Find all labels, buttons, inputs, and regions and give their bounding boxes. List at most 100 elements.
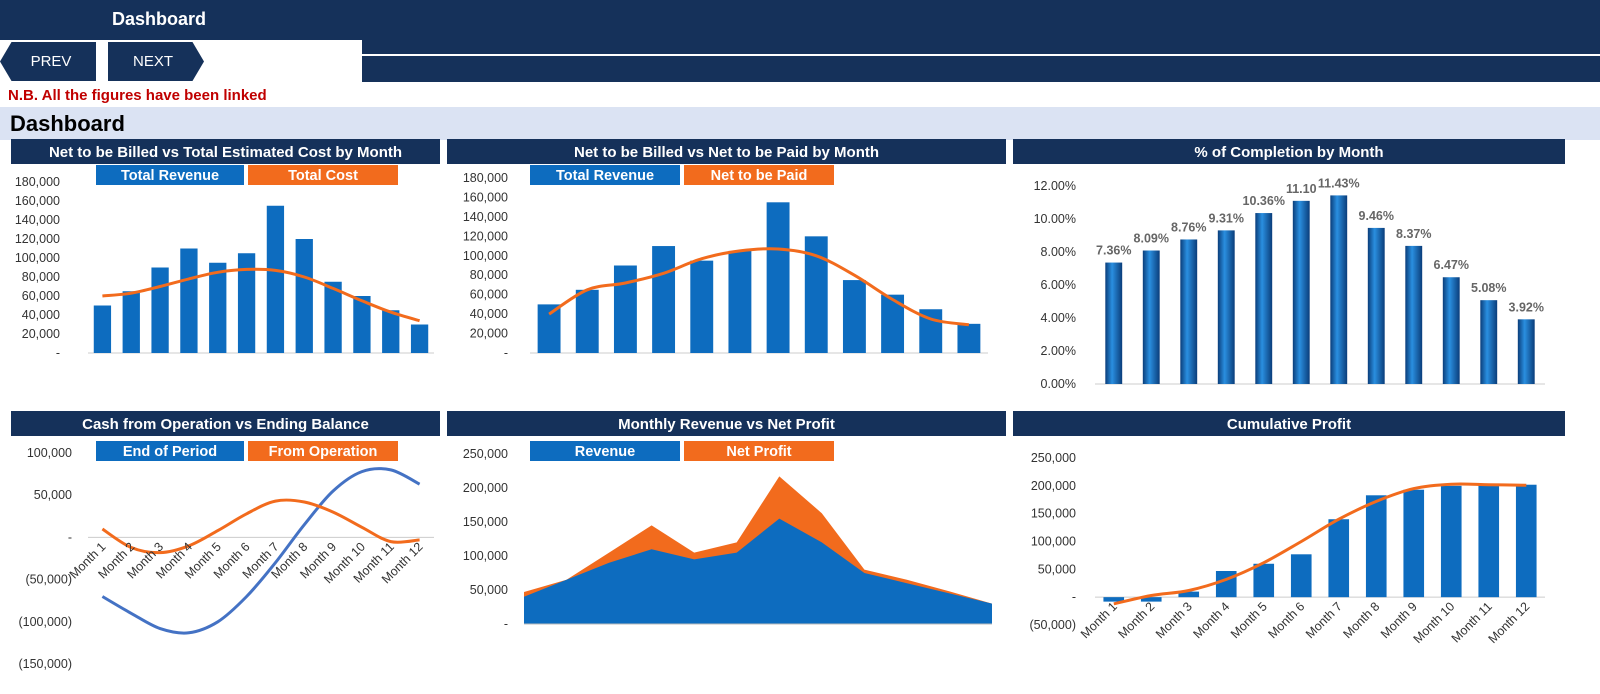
bar (237, 253, 256, 353)
y-tick-label: 8.00% (1041, 245, 1076, 259)
y-tick-label: - (504, 346, 508, 360)
bar (353, 296, 371, 353)
prev-button[interactable]: PREV (0, 42, 96, 81)
y-tick-label: (50,000) (25, 573, 72, 587)
linked-figures-note: N.B. All the figures have been linked (8, 87, 267, 104)
bar (1217, 230, 1235, 384)
data-label: 8.09% (1134, 232, 1169, 246)
chart-title: Cumulative Profit (1227, 416, 1351, 433)
data-label: 8.76% (1171, 220, 1206, 234)
bar (1215, 571, 1237, 598)
legend-entry: Total Revenue (121, 168, 219, 184)
legend-entry: Total Revenue (556, 168, 654, 184)
y-tick-label: 250,000 (1031, 451, 1076, 465)
bar (1367, 227, 1385, 384)
legend-swatch (248, 441, 398, 461)
y-tick-label: 12.00% (1034, 179, 1076, 193)
chart-title: Monthly Revenue vs Net Profit (618, 416, 835, 433)
bar (1517, 319, 1535, 384)
bar (1180, 239, 1198, 384)
bar (1403, 489, 1425, 598)
y-tick-label: - (504, 617, 508, 631)
chart-title: % of Completion by Month (1194, 144, 1383, 161)
y-tick-label: 100,000 (463, 249, 508, 263)
legend-swatch (96, 165, 244, 185)
bar (1405, 245, 1423, 384)
y-tick-label: 160,000 (15, 194, 60, 208)
y-tick-label: - (1072, 590, 1076, 604)
data-label: 9.31% (1209, 211, 1244, 225)
legend-swatch (248, 165, 398, 185)
chart-6: Cumulative Profit (50,000) - 50,000 100,000 1… (1013, 411, 1565, 646)
y-tick-label: 150,000 (463, 515, 508, 529)
y-tick-label: 180,000 (15, 175, 60, 189)
bar (151, 267, 169, 353)
bar (1480, 300, 1498, 384)
data-label: 3.92% (1509, 300, 1544, 314)
data-label: 9.46% (1359, 209, 1394, 223)
bar (1178, 591, 1200, 598)
y-tick-label: 160,000 (463, 190, 508, 204)
bar (652, 246, 676, 353)
y-tick-label: 80,000 (22, 270, 60, 284)
bar (1105, 262, 1123, 384)
data-label: 8.37% (1396, 227, 1431, 241)
legend-entry: Net Profit (726, 444, 791, 460)
next-button[interactable]: NEXT (108, 42, 204, 81)
chart-header (11, 139, 440, 164)
y-tick-label: 120,000 (463, 229, 508, 243)
section-band (0, 107, 1600, 140)
x-tick-label: Month 2 (1116, 599, 1158, 641)
y-tick-label: 4.00% (1041, 311, 1076, 325)
area-series-revenue (524, 518, 992, 624)
chart-title: Cash from Operation vs Ending Balance (82, 416, 369, 433)
bar (93, 305, 112, 353)
chart-header (1013, 139, 1565, 164)
bar (613, 265, 637, 353)
bar (1292, 200, 1310, 384)
legend-entry: Total Cost (288, 168, 358, 184)
bar (1330, 195, 1348, 384)
y-tick-label: 50,000 (470, 583, 508, 597)
bar (766, 202, 790, 353)
bar (537, 304, 561, 353)
chart-header (447, 139, 1006, 164)
title-bar-extension-lower (362, 56, 1600, 82)
y-tick-label: 20,000 (22, 327, 60, 341)
title-bar (0, 0, 1600, 40)
bar (1440, 485, 1462, 598)
series-line (101, 467, 421, 635)
bar (1478, 484, 1500, 598)
legend-entry: Net to be Paid (711, 168, 808, 184)
x-tick-label: Month 7 (1303, 599, 1345, 641)
app-title: Dashboard (112, 9, 207, 29)
chart-header (1013, 411, 1565, 436)
y-tick-label: (150,000) (18, 657, 72, 671)
chart-header (447, 411, 1006, 436)
legend-swatch (530, 165, 680, 185)
legend-swatch (684, 441, 834, 461)
legend-entry: End of Period (123, 444, 217, 460)
chart-3: % of Completion by Month 0.00% 2.00% 4.00% 6… (1013, 139, 1565, 391)
bar (1253, 563, 1275, 598)
y-tick-label: 120,000 (15, 232, 60, 246)
chart-4: Cash from Operation vs Ending Balance (15… (11, 411, 440, 671)
y-tick-label: 100,000 (27, 446, 72, 460)
bar (295, 239, 313, 353)
bar (1515, 484, 1537, 598)
y-tick-label: 100,000 (1031, 535, 1076, 549)
data-label: 11.10 (1286, 182, 1317, 196)
y-tick-label: 140,000 (463, 210, 508, 224)
bar (1290, 554, 1312, 598)
y-tick-label: - (68, 530, 72, 544)
y-tick-label: 100,000 (15, 251, 60, 265)
bar (804, 236, 828, 353)
data-label: 5.08% (1471, 281, 1506, 295)
x-tick-label: Month 3 (1153, 599, 1195, 641)
legend-swatch (684, 165, 834, 185)
chart-2: Net to be Billed vs Net to be Paid by Mo… (447, 139, 1006, 360)
legend-swatch (96, 441, 244, 461)
bar (122, 291, 140, 353)
x-tick-label: Month 5 (1228, 599, 1270, 641)
bar (180, 248, 198, 353)
